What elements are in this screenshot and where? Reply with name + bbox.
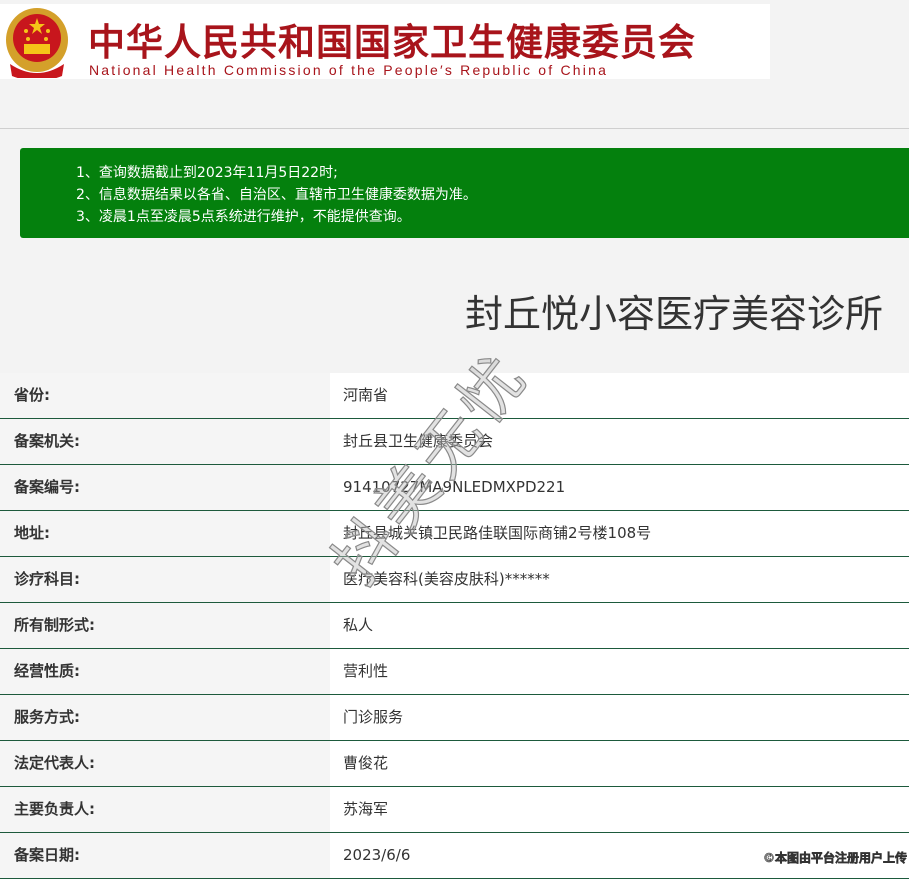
table-row: 诊疗科目: 医疗美容科(美容皮肤科)****** [0, 557, 909, 603]
row-value: 苏海军 [330, 787, 909, 832]
clinic-name: 封丘悦小容医疗美容诊所 [464, 292, 883, 336]
row-value: 私人 [330, 603, 909, 648]
notice-box: 1、查询数据截止到2023年11月5日22时; 2、信息数据结果以各省、自治区、… [20, 148, 909, 238]
row-label: 省份: [0, 373, 330, 418]
row-value: 封丘县城关镇卫民路佳联国际商铺2号楼108号 [330, 511, 909, 556]
table-row: 主要负责人: 苏海军 [0, 787, 909, 833]
row-label: 法定代表人: [0, 741, 330, 786]
upload-credit: ©本图由平台注册用户上传 [762, 851, 908, 866]
divider [0, 128, 909, 129]
details-table: 省份: 河南省 备案机关: 封丘县卫生健康委员会 备案编号: 91410727MA9NLE… [0, 373, 909, 879]
row-label: 备案机关: [0, 419, 330, 464]
row-value: 封丘县卫生健康委员会 [330, 419, 909, 464]
site-title-cn: 中华人民共和国国家卫生健康委员会 [88, 21, 696, 64]
row-label: 主要负责人: [0, 787, 330, 832]
table-row: 备案日期: 2023/6/6 [0, 833, 909, 879]
table-row: 备案编号: 91410727MA9NLEDMXPD221 [0, 465, 909, 511]
notice-line: 1、查询数据截止到2023年11月5日22时; [76, 165, 338, 181]
row-label: 所有制形式: [0, 603, 330, 648]
table-row: 地址: 封丘县城关镇卫民路佳联国际商铺2号楼108号 [0, 511, 909, 557]
row-value: 医疗美容科(美容皮肤科)****** [330, 557, 909, 602]
national-emblem-icon [6, 8, 68, 78]
row-value: 营利性 [330, 649, 909, 694]
table-row: 服务方式: 门诊服务 [0, 695, 909, 741]
row-label: 诊疗科目: [0, 557, 330, 602]
row-value: 门诊服务 [330, 695, 909, 740]
table-row: 备案机关: 封丘县卫生健康委员会 [0, 419, 909, 465]
row-label: 服务方式: [0, 695, 330, 740]
header-banner: 中华人民共和国国家卫生健康委员会 National Health Commiss… [0, 4, 770, 79]
row-value: 河南省 [330, 373, 909, 418]
table-row: 省份: 河南省 [0, 373, 909, 419]
row-label: 备案编号: [0, 465, 330, 510]
row-label: 地址: [0, 511, 330, 556]
notice-line: 2、信息数据结果以各省、自治区、直辖市卫生健康委数据为准。 [76, 187, 477, 203]
table-row: 经营性质: 营利性 [0, 649, 909, 695]
notice-line: 3、凌晨1点至凌晨5点系统进行维护，不能提供查询。 [76, 209, 411, 225]
row-label: 经营性质: [0, 649, 330, 694]
site-title-en: National Health Commission of the People… [89, 62, 609, 78]
row-value: 曹俊花 [330, 741, 909, 786]
row-value: 91410727MA9NLEDMXPD221 [330, 465, 909, 510]
row-label: 备案日期: [0, 833, 330, 878]
table-row: 所有制形式: 私人 [0, 603, 909, 649]
table-row: 法定代表人: 曹俊花 [0, 741, 909, 787]
